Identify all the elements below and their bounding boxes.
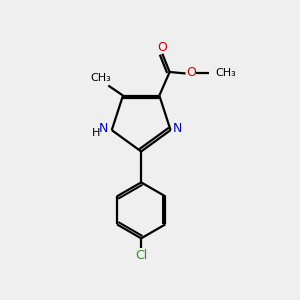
Text: H: H bbox=[92, 128, 100, 138]
Text: CH₃: CH₃ bbox=[216, 68, 237, 79]
Text: O: O bbox=[187, 66, 196, 79]
Text: N: N bbox=[99, 122, 108, 135]
Text: O: O bbox=[157, 41, 166, 54]
Text: Cl: Cl bbox=[135, 249, 147, 262]
Text: N: N bbox=[173, 122, 183, 135]
Text: CH₃: CH₃ bbox=[90, 73, 111, 83]
